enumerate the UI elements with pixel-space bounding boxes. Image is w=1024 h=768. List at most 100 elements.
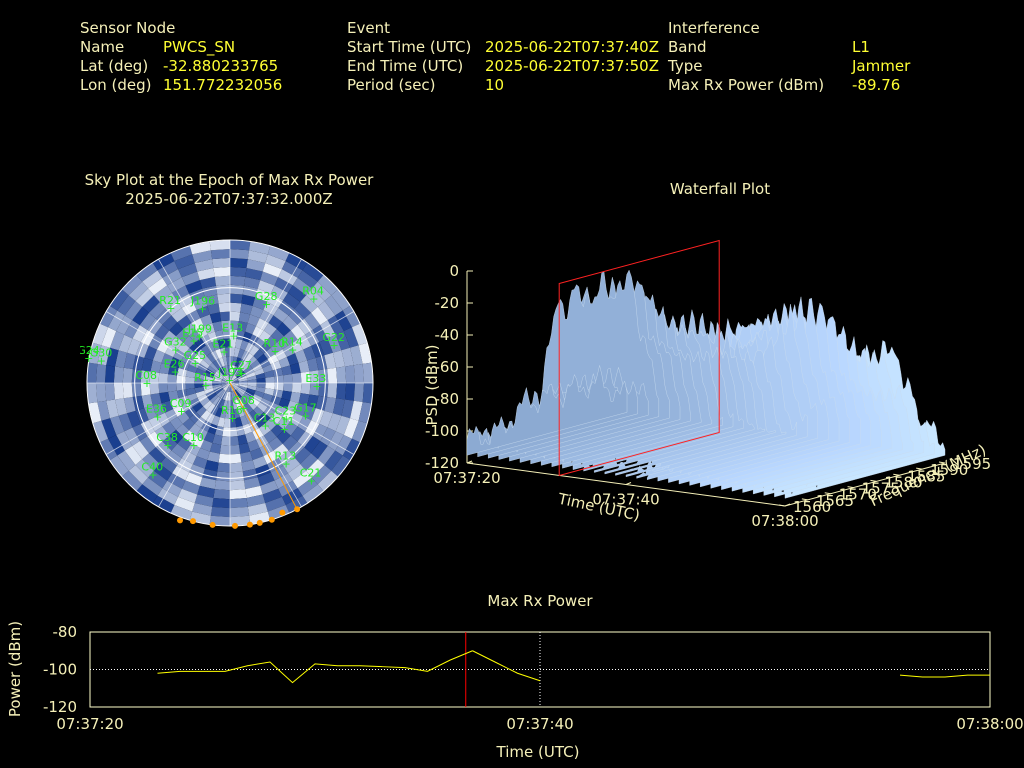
sky-cell bbox=[263, 407, 276, 419]
sky-cell bbox=[297, 431, 313, 448]
sky-cell bbox=[253, 406, 264, 417]
sky-cell bbox=[162, 269, 182, 286]
sky-satellite-label: G30 bbox=[90, 346, 113, 359]
sky-cell bbox=[240, 415, 249, 426]
sky-cell bbox=[222, 400, 228, 410]
sky-cell bbox=[230, 311, 241, 322]
sky-cell bbox=[242, 331, 253, 343]
sky-cell bbox=[142, 295, 160, 313]
sky-cell bbox=[282, 435, 298, 451]
sky-cell bbox=[142, 453, 160, 471]
sky-cell bbox=[277, 336, 291, 350]
sky-cell bbox=[242, 285, 258, 298]
sky-cell bbox=[307, 394, 319, 409]
sensor-title: Sensor Node bbox=[80, 19, 176, 37]
sky-satellite-marker: + bbox=[225, 374, 234, 387]
sky-cell bbox=[311, 281, 332, 302]
sky-cell bbox=[318, 383, 329, 397]
sky-track-point bbox=[246, 521, 253, 528]
sky-cell bbox=[157, 488, 179, 505]
sky-cell bbox=[116, 315, 133, 335]
sky-cell bbox=[178, 488, 198, 504]
sky-cell bbox=[142, 477, 163, 496]
sky-cell bbox=[307, 357, 319, 372]
sky-cell bbox=[136, 262, 158, 282]
sky-cell bbox=[235, 417, 243, 428]
sky-cell bbox=[181, 450, 197, 465]
sky-cell bbox=[202, 285, 218, 298]
sky-cell bbox=[247, 385, 257, 391]
sky-cell bbox=[278, 450, 295, 466]
sky-azimuth-line bbox=[158, 382, 231, 508]
sky-cell bbox=[242, 423, 253, 435]
sky-cell bbox=[272, 367, 284, 377]
sky-cell bbox=[132, 355, 145, 371]
sky-cell bbox=[156, 339, 170, 354]
sky-cell bbox=[114, 398, 128, 416]
power-x-tick-label: 07:37:40 bbox=[506, 715, 573, 733]
sky-satellite-label: C09 bbox=[170, 397, 192, 410]
sky-cell bbox=[155, 308, 172, 325]
sky-cell bbox=[148, 416, 163, 432]
sky-cell bbox=[242, 468, 258, 481]
sky-cell bbox=[162, 315, 178, 331]
sky-cell bbox=[212, 321, 223, 332]
sky-satellite-marker: + bbox=[261, 420, 270, 433]
sky-cell bbox=[121, 470, 143, 492]
sky-cell bbox=[288, 441, 305, 458]
sky-cell bbox=[209, 312, 222, 323]
sky-cell bbox=[104, 383, 115, 401]
sky-cell bbox=[270, 423, 285, 438]
sky-cell bbox=[247, 355, 258, 366]
sky-cell bbox=[218, 399, 225, 409]
sky-cell bbox=[353, 383, 365, 403]
sky-cell bbox=[216, 284, 230, 295]
event-end-label: End Time (UTC) bbox=[347, 57, 464, 75]
sky-satellite-marker: + bbox=[219, 346, 228, 359]
sky-cell bbox=[132, 395, 145, 411]
sky-satellite-marker: + bbox=[237, 367, 246, 380]
waterfall-x-tick bbox=[466, 460, 473, 464]
sky-cell bbox=[222, 365, 228, 375]
sky-satellite-marker: + bbox=[262, 298, 271, 311]
sky-cell bbox=[148, 470, 168, 489]
sky-cell bbox=[209, 240, 230, 251]
waterfall-z-tick-label: -100 bbox=[425, 422, 459, 440]
sky-cell bbox=[217, 417, 225, 428]
sky-cell bbox=[230, 266, 247, 277]
sky-satellite-marker: + bbox=[282, 458, 291, 471]
sky-cell bbox=[177, 411, 190, 424]
sky-cell bbox=[236, 329, 246, 341]
sky-cell bbox=[247, 375, 257, 381]
sky-cell bbox=[270, 328, 285, 343]
sky-cell bbox=[200, 410, 211, 421]
sky-cell bbox=[309, 370, 320, 383]
sky-cell bbox=[174, 254, 195, 270]
sky-cell bbox=[234, 367, 242, 377]
sky-cell bbox=[320, 427, 336, 446]
sky-cell bbox=[204, 371, 214, 378]
sky-cell bbox=[128, 464, 149, 485]
sky-cell bbox=[218, 389, 226, 399]
sky-cell bbox=[268, 315, 283, 329]
sky-track-point bbox=[268, 516, 275, 523]
sky-cell bbox=[230, 409, 236, 419]
sky-cell bbox=[135, 288, 154, 307]
sky-cell bbox=[92, 323, 109, 346]
sky-cell bbox=[311, 464, 332, 485]
sky-cell bbox=[311, 440, 328, 460]
sky-cell bbox=[230, 383, 237, 390]
sky-cell bbox=[246, 371, 256, 378]
sky-cell bbox=[260, 271, 279, 286]
sky-cell bbox=[168, 365, 179, 376]
waterfall-y-tick-label: 1580 bbox=[884, 473, 922, 491]
sky-cell bbox=[196, 448, 210, 461]
sky-cell bbox=[258, 330, 271, 343]
sky-cell bbox=[238, 377, 248, 382]
sky-cell bbox=[235, 369, 244, 378]
sky-cell bbox=[223, 376, 230, 383]
sky-cell bbox=[267, 504, 290, 521]
sky-cell bbox=[189, 412, 201, 424]
sky-track-point bbox=[256, 519, 263, 526]
sky-azimuth-indicator bbox=[229, 382, 298, 510]
